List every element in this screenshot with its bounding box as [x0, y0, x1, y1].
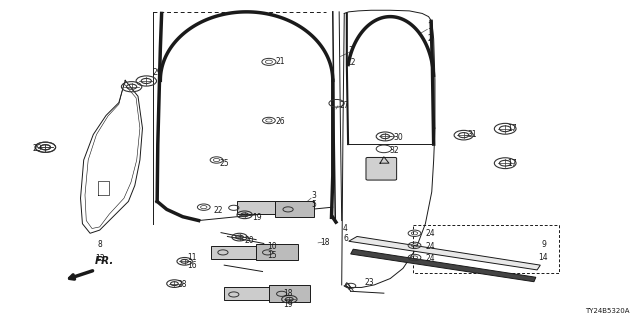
Text: 5: 5	[311, 200, 316, 209]
Text: 24: 24	[425, 254, 435, 263]
Text: 16: 16	[188, 261, 197, 270]
FancyBboxPatch shape	[237, 201, 278, 214]
Text: 32: 32	[389, 146, 399, 155]
Text: 10: 10	[268, 242, 277, 251]
Text: 13: 13	[95, 254, 104, 263]
Polygon shape	[351, 249, 536, 282]
Text: TY24B5320A: TY24B5320A	[585, 308, 630, 314]
Text: 26: 26	[276, 117, 285, 126]
Text: 31: 31	[467, 130, 477, 139]
FancyBboxPatch shape	[224, 287, 272, 300]
Text: 3: 3	[311, 190, 316, 200]
Text: 14: 14	[539, 253, 548, 262]
Text: 12: 12	[346, 58, 355, 67]
Text: 19: 19	[284, 300, 293, 308]
Text: 7: 7	[348, 45, 353, 55]
Text: 30: 30	[393, 133, 403, 142]
Text: 17: 17	[507, 159, 516, 168]
Text: 11: 11	[188, 253, 197, 262]
Text: 29: 29	[152, 68, 162, 77]
Text: 24: 24	[425, 242, 435, 251]
Text: 22: 22	[213, 206, 223, 215]
FancyBboxPatch shape	[211, 246, 259, 259]
Text: 2: 2	[428, 34, 432, 43]
Text: 18: 18	[284, 289, 293, 298]
FancyBboxPatch shape	[366, 157, 397, 180]
Text: 18: 18	[321, 238, 330, 247]
FancyBboxPatch shape	[275, 201, 314, 217]
Text: 29: 29	[33, 144, 42, 153]
Polygon shape	[349, 236, 540, 270]
FancyBboxPatch shape	[269, 285, 310, 302]
Text: 1: 1	[428, 22, 432, 31]
Text: 28: 28	[178, 280, 188, 289]
FancyBboxPatch shape	[256, 244, 298, 260]
Text: 15: 15	[268, 251, 277, 260]
Text: 8: 8	[97, 240, 102, 249]
Text: 23: 23	[365, 278, 374, 287]
Text: 17: 17	[507, 124, 516, 132]
Text: 24: 24	[425, 229, 435, 238]
Text: FR.: FR.	[95, 256, 115, 267]
Text: 27: 27	[339, 101, 349, 110]
Text: 9: 9	[541, 240, 546, 249]
Text: 21: 21	[276, 57, 285, 66]
Text: 6: 6	[343, 234, 348, 243]
Text: 25: 25	[220, 159, 229, 168]
Text: 4: 4	[343, 224, 348, 233]
Text: 19: 19	[253, 213, 262, 222]
Text: 20: 20	[245, 236, 255, 245]
